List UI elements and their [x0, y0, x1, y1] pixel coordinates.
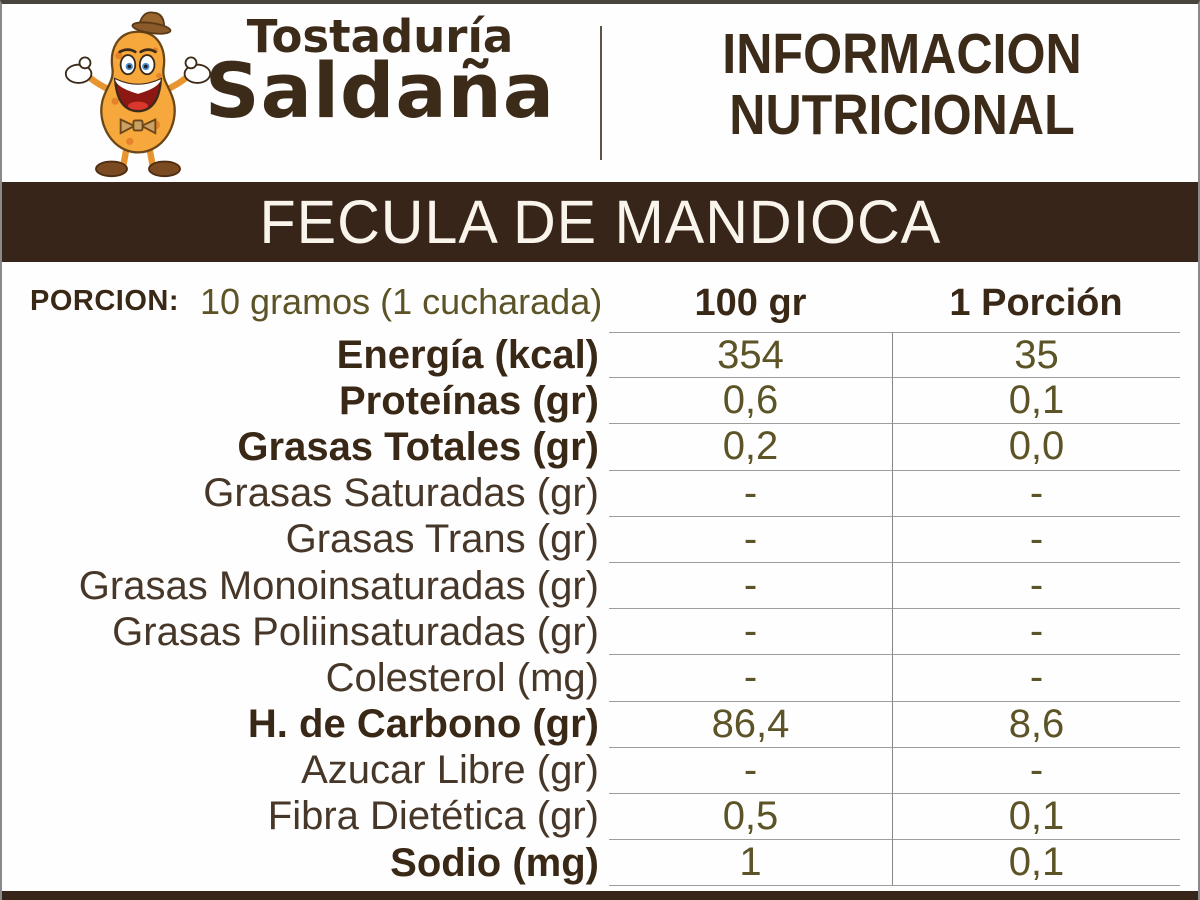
nutrient-label: Grasas Saturadas (gr)	[203, 471, 599, 516]
value-portion: 0,0	[892, 424, 1180, 471]
table-row: Proteínas (gr) 0,6 0,1	[2, 378, 1180, 425]
table-row: H. de Carbono (gr) 86,4 8,6	[2, 701, 1180, 748]
header-divider	[600, 26, 602, 160]
brand-name-bottom: Saldaña	[204, 46, 556, 135]
nutrient-label: Grasas Monoinsaturadas (gr)	[78, 563, 599, 608]
table-row: Colesterol (mg) - -	[2, 655, 1180, 702]
serving-value: 10 gramos (1 cucharada)	[200, 281, 603, 322]
brand-name-top: Tostaduría	[246, 10, 514, 63]
serving-block: PORCION: 10 gramos (1 cucharada) 100 gr …	[2, 276, 1198, 332]
value-100g: 0,6	[609, 378, 892, 425]
value-100g: 1	[609, 840, 892, 887]
table-row: Grasas Monoinsaturadas (gr) - -	[2, 562, 1180, 610]
value-100g: -	[609, 609, 892, 656]
value-portion: 8,6	[892, 701, 1180, 748]
peanut-mascot-icon	[64, 11, 212, 178]
value-portion: -	[892, 562, 1180, 610]
value-100g: 0,2	[609, 424, 892, 471]
nutrient-label: H. de Carbono (gr)	[247, 702, 599, 747]
nutrition-table-body: Energía (kcal) 354 35 Proteínas (gr) 0,6…	[2, 332, 1180, 887]
table-row: Grasas Trans (gr) - -	[2, 516, 1180, 563]
value-100g: -	[609, 563, 892, 610]
nutrient-label: Grasas Trans (gr)	[285, 517, 599, 562]
nutrient-label: Sodio (mg)	[390, 840, 599, 885]
nutrient-label: Azucar Libre (gr)	[301, 748, 599, 793]
value-portion: -	[892, 609, 1180, 656]
value-100g: -	[609, 517, 892, 563]
nutrient-label: Colesterol (mg)	[325, 655, 599, 700]
value-100g: -	[609, 471, 892, 517]
page-title-line2: NUTRICIONAL	[729, 83, 1075, 147]
value-portion: 35	[892, 332, 1180, 379]
value-portion: -	[892, 655, 1180, 702]
table-row: Grasas Poliinsaturadas (gr) - -	[2, 609, 1180, 656]
table-row: Azucar Libre (gr) - -	[2, 747, 1180, 794]
table-row: Grasas Totales (gr) 0,2 0,0	[2, 424, 1180, 471]
table-row: Fibra Dietética (gr) 0,5 0,1	[2, 793, 1180, 841]
value-portion: 0,1	[892, 378, 1180, 425]
brand-wordmark: Tostaduría Saldaña	[180, 14, 580, 129]
value-portion: -	[892, 747, 1180, 794]
page-title-line1: INFORMACION	[722, 22, 1082, 86]
value-portion: 0,1	[892, 793, 1180, 841]
page-title: INFORMACION NUTRICIONAL	[649, 24, 1156, 146]
column-header-portion: 1 Porción	[949, 282, 1123, 324]
header: Tostaduría Saldaña INFORMACION NUTRICION…	[2, 4, 1198, 178]
table-row: Energía (kcal) 354 35	[2, 332, 1180, 379]
value-100g: 86,4	[609, 702, 892, 748]
table-row: Sodio (mg) 1 0,1	[2, 840, 1180, 887]
value-portion: 0,1	[892, 840, 1180, 887]
value-100g: 0,5	[609, 794, 892, 841]
serving-label: PORCION:	[30, 285, 179, 317]
column-header-100g: 100 gr	[694, 282, 807, 324]
product-name: FECULA DE MANDIOCA	[259, 188, 941, 256]
nutrient-label: Grasas Poliinsaturadas (gr)	[112, 609, 599, 654]
nutrient-label: Energía (kcal)	[336, 332, 599, 377]
bottom-bar	[2, 891, 1198, 900]
value-100g: -	[609, 655, 892, 702]
nutrient-label: Proteínas (gr)	[338, 378, 599, 423]
product-banner: FECULA DE MANDIOCA	[2, 182, 1198, 262]
value-portion: -	[892, 516, 1180, 563]
value-100g: 354	[609, 332, 892, 379]
value-100g: -	[609, 748, 892, 794]
table-row: Grasas Saturadas (gr) - -	[2, 470, 1180, 517]
value-portion: -	[892, 470, 1180, 517]
nutrient-label: Fibra Dietética (gr)	[267, 794, 599, 839]
nutrient-label: Grasas Totales (gr)	[237, 424, 599, 469]
